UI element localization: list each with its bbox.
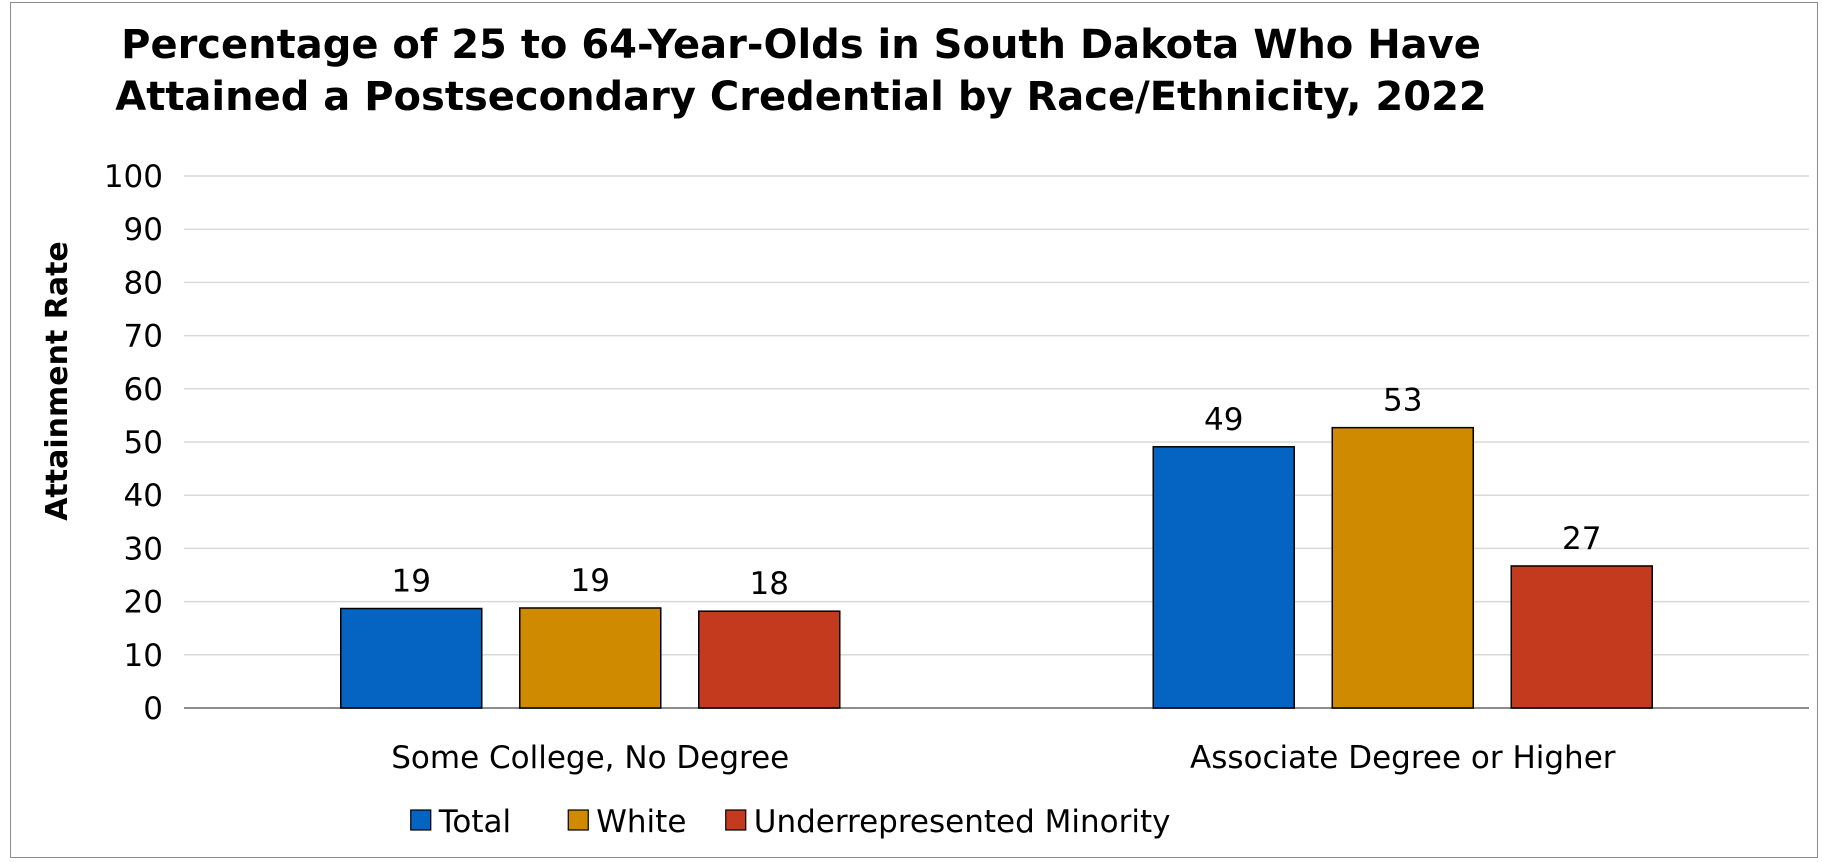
x-category-label-1: Associate Degree or Higher bbox=[1190, 740, 1616, 776]
bar-underrepresented-minority-1 bbox=[1510, 565, 1653, 709]
legend-label-underrepresented-minority: Underrepresented Minority bbox=[754, 804, 1171, 840]
legend-label-white: White bbox=[596, 804, 686, 840]
y-tick-label-40: 40 bbox=[124, 478, 163, 514]
legend-swatch-underrepresented-minority bbox=[725, 809, 747, 831]
y-axis-ticks: 0 10 20 30 40 50 60 70 80 90 100 bbox=[104, 159, 163, 727]
x-category-label-0: Some College, No Degree bbox=[391, 740, 789, 776]
data-labels: 19 19 18 49 53 27 bbox=[392, 383, 1602, 603]
legend-swatch-white bbox=[567, 809, 589, 831]
y-tick-label-80: 80 bbox=[124, 265, 163, 301]
y-tick-label-30: 30 bbox=[124, 531, 163, 567]
bar-white-1 bbox=[1331, 426, 1474, 709]
chart-title-line-2: Attained a Postsecondary Credential by R… bbox=[115, 74, 1487, 120]
y-tick-label-0: 0 bbox=[143, 691, 163, 727]
data-label-total-0: 19 bbox=[392, 564, 431, 600]
bar-underrepresented-minority-0 bbox=[698, 610, 841, 709]
data-label-underrepresented-minority-1: 27 bbox=[1562, 521, 1601, 557]
legend-swatch-total bbox=[410, 809, 432, 831]
bar-white-0 bbox=[519, 607, 662, 709]
x-axis-categories: Some College, No Degree Associate Degree … bbox=[391, 740, 1616, 776]
y-tick-label-70: 70 bbox=[124, 319, 163, 355]
y-tick-label-60: 60 bbox=[124, 372, 163, 408]
data-label-white-1: 53 bbox=[1383, 383, 1422, 419]
legend: Total White Underrepresented Minority bbox=[410, 804, 1171, 840]
chart-title-line-1: Percentage of 25 to 64-Year-Olds in Sout… bbox=[121, 22, 1481, 68]
y-tick-label-90: 90 bbox=[124, 212, 163, 248]
y-tick-label-50: 50 bbox=[124, 425, 163, 461]
y-tick-label-20: 20 bbox=[124, 585, 163, 621]
bars bbox=[340, 426, 1653, 709]
data-label-underrepresented-minority-0: 18 bbox=[750, 566, 789, 602]
bar-total-1 bbox=[1152, 446, 1295, 709]
y-axis-title: Attainment Rate bbox=[40, 241, 75, 521]
data-label-white-0: 19 bbox=[571, 563, 610, 599]
y-tick-label-100: 100 bbox=[104, 159, 163, 195]
data-label-total-1: 49 bbox=[1204, 402, 1243, 438]
bar-total-0 bbox=[340, 607, 483, 709]
y-tick-label-10: 10 bbox=[124, 638, 163, 674]
legend-label-total: Total bbox=[438, 804, 511, 840]
chart-frame: Percentage of 25 to 64-Year-Olds in Sout… bbox=[10, 2, 1818, 858]
chart-svg: Percentage of 25 to 64-Year-Olds in Sout… bbox=[40, 22, 1809, 840]
